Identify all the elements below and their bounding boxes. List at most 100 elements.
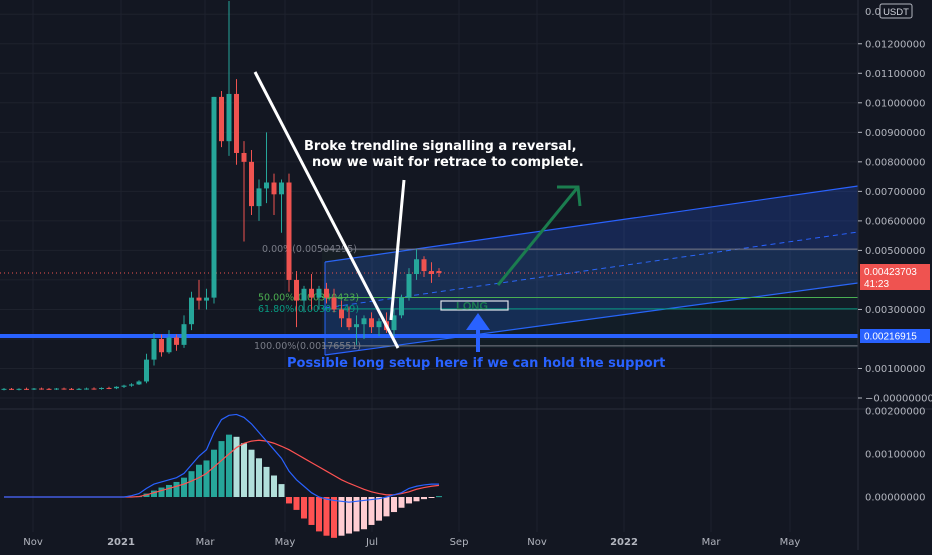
candle-body <box>264 182 269 189</box>
macd-tick-label: 0.00000000 <box>865 493 925 504</box>
blue-up-arrow-icon <box>466 313 490 352</box>
macd-histogram-bar <box>248 449 255 497</box>
candle-body <box>376 321 382 328</box>
trend-note-line1: Broke trendline signalling a reversal, <box>304 139 577 154</box>
candle-body <box>361 318 367 325</box>
macd-histogram-bar <box>173 481 180 497</box>
candle-body <box>271 182 277 195</box>
price-tick-label: 0.00600000 <box>865 216 925 227</box>
candle-body <box>151 338 157 360</box>
macd-histogram-bar <box>301 497 307 519</box>
macd-histogram-bar <box>413 497 420 502</box>
candle-body <box>241 152 247 162</box>
price-tick-label: 0.00800000 <box>865 157 925 168</box>
macd-histogram-bar <box>196 464 202 497</box>
fib-level-label: 100.00%(0.00176551) <box>254 341 361 352</box>
macd-histogram-bar <box>353 497 360 532</box>
candle-body <box>91 388 97 390</box>
candle-body <box>39 388 44 390</box>
macd-histogram-bar <box>293 497 300 510</box>
macd-histogram-bar <box>203 460 210 497</box>
macd-histogram-bar <box>331 497 337 538</box>
candle-body <box>121 385 127 387</box>
candle-body <box>16 388 22 390</box>
time-tick-label: Nov <box>527 537 547 548</box>
candle-body <box>279 182 284 195</box>
candle-body <box>249 161 254 207</box>
macd-histogram-bar <box>233 436 240 497</box>
candle-body <box>196 297 202 301</box>
price-tick-label: 0.00500000 <box>865 246 925 257</box>
time-tick-label: Jul <box>365 537 378 548</box>
macd-histogram-bar <box>158 487 165 497</box>
macd-histogram-bar <box>376 497 382 521</box>
long-label: LONG <box>456 301 488 313</box>
macd-histogram-bar <box>308 497 315 525</box>
candle-body <box>76 388 82 390</box>
currency-box[interactable]: USDT <box>879 3 913 19</box>
candle-body <box>256 188 262 207</box>
macd-histogram-bar <box>256 458 262 497</box>
macd-histogram-bar <box>368 497 375 525</box>
candle-body <box>54 388 59 390</box>
candle-body <box>24 388 29 390</box>
candle-body <box>219 96 224 142</box>
price-tick-label: −0.00000000 <box>865 394 932 405</box>
candle-body <box>226 93 232 142</box>
green-up-arrow <box>496 185 582 286</box>
candle-body <box>294 279 299 301</box>
current-price-badge: 0.00423703 41:23 <box>860 264 930 290</box>
candle-body <box>31 388 37 390</box>
time-tick-label: 2022 <box>610 537 638 548</box>
broken-trendline <box>253 71 400 349</box>
breakout-line <box>389 179 406 321</box>
fib-level-label: 50.00%(0.00340423) <box>258 293 359 304</box>
candle-body <box>391 315 397 331</box>
time-axis[interactable]: Nov 2021 Mar May Jul Sep Nov 2022 Mar May <box>23 537 800 548</box>
price-tick-label: 0.01200000 <box>865 39 925 50</box>
support-price-value: 0.00216915 <box>864 332 917 343</box>
candle-body <box>399 297 404 316</box>
macd-histogram-bar <box>166 484 172 497</box>
macd-histogram-bar <box>391 497 397 513</box>
candle-body <box>46 388 52 390</box>
candle-body <box>106 387 112 389</box>
candle-body <box>234 93 239 153</box>
currency-label: USDT <box>883 7 909 18</box>
fib-zone-upper <box>322 250 858 296</box>
candle-body <box>406 274 412 298</box>
candle-body <box>286 182 292 280</box>
candle-body <box>301 288 307 301</box>
price-axis[interactable]: 0.01200000 0.01100000 0.01000000 0.00900000… <box>858 39 932 405</box>
macd-tick-label: 0.00200000 <box>865 407 925 418</box>
price-tick-label: 0.00900000 <box>865 128 925 139</box>
macd-histogram-bar <box>188 471 195 497</box>
macd-histogram-bar <box>218 441 225 497</box>
time-tick-label: Mar <box>196 537 216 548</box>
fib-level-label: 0.00%(0.00504295) <box>262 244 357 255</box>
time-tick-label: May <box>780 537 801 548</box>
price-tick-label: 0.01100000 <box>865 69 925 80</box>
long-box-outline <box>440 300 509 311</box>
candle-body <box>99 387 104 389</box>
time-tick-label: 2021 <box>107 537 135 548</box>
fib-level-label: 61.80%(0.00301749) <box>258 304 359 315</box>
macd-histogram-bar <box>316 497 322 532</box>
grid-lines <box>0 0 858 532</box>
candle-body <box>189 297 194 325</box>
macd-histogram-bar <box>278 484 285 497</box>
candle-body <box>421 259 427 272</box>
candle-body <box>69 388 74 390</box>
candle-body <box>144 359 149 382</box>
candle-body <box>331 297 337 310</box>
macd-histogram-bar <box>323 497 330 536</box>
time-tick-label: Mar <box>702 537 722 548</box>
macd-histogram-bar <box>346 497 352 534</box>
macd-histogram-bar <box>151 490 157 497</box>
support-note: Possible long setup here if we can hold … <box>287 356 665 371</box>
macd-histogram-bar <box>383 497 390 517</box>
candle-body <box>211 96 217 298</box>
